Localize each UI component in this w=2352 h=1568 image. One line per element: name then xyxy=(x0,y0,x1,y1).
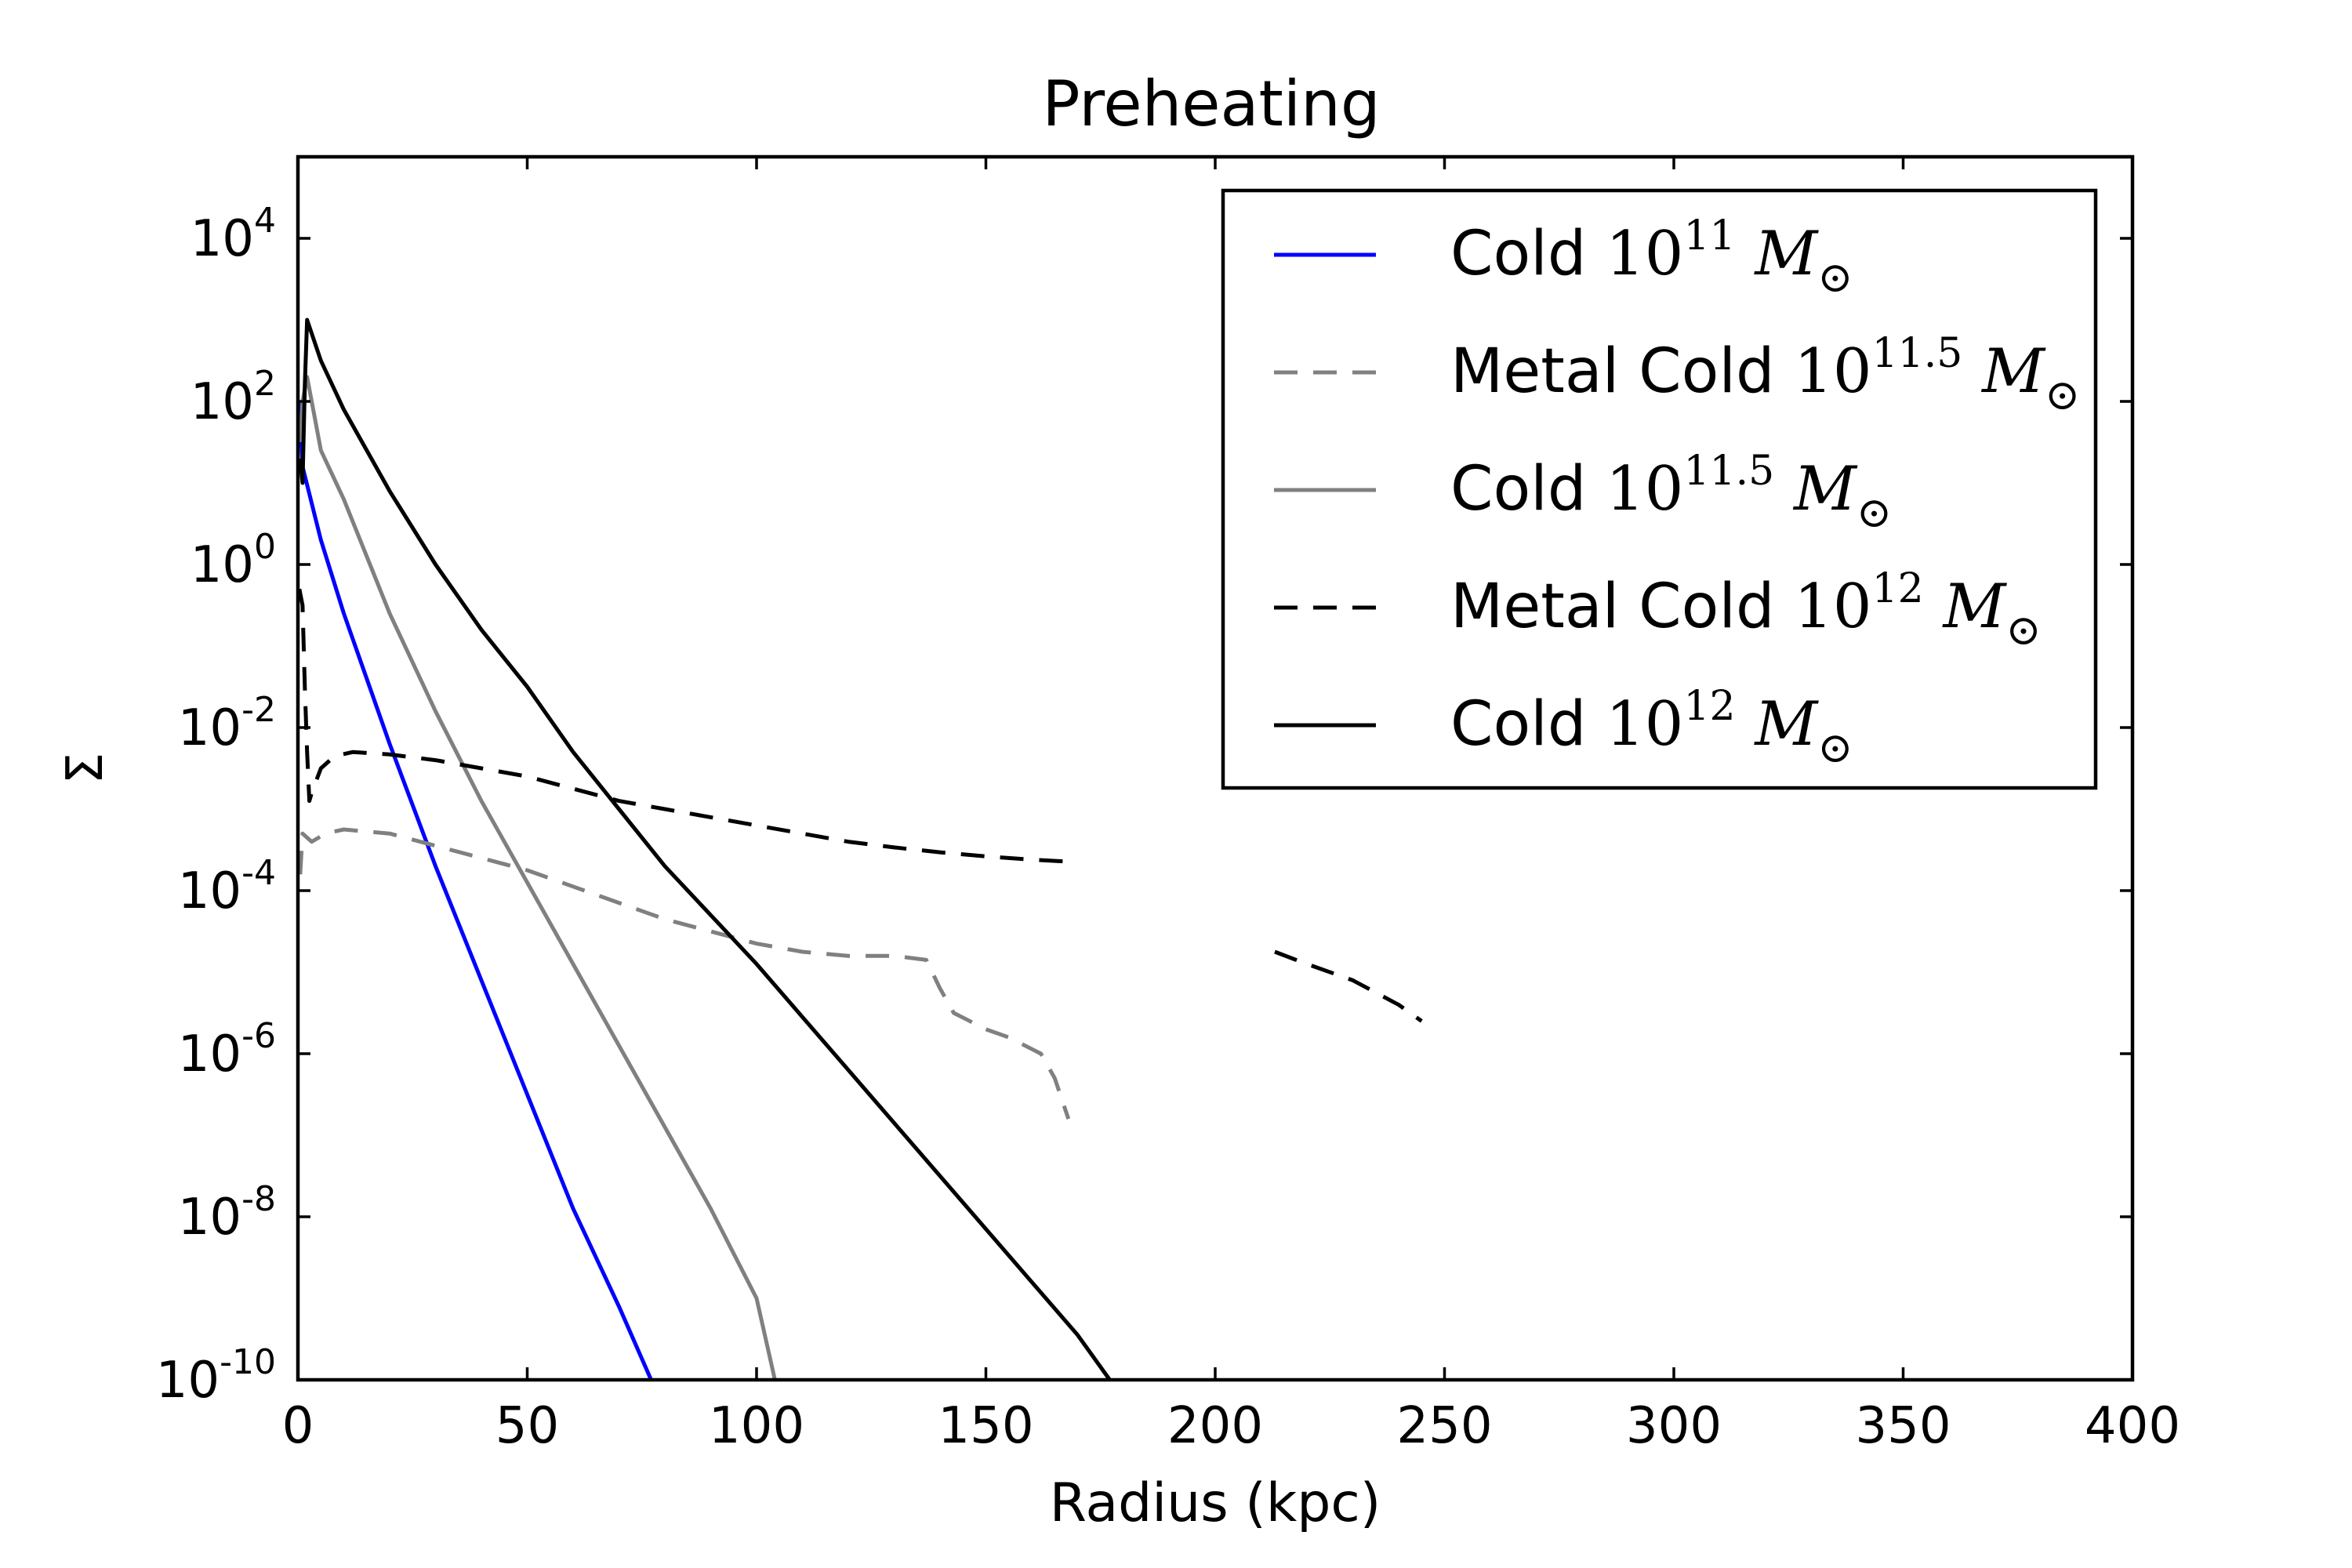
legend-label: Metal Cold 1011.5 M⊙ xyxy=(1450,330,2080,419)
plot-frame xyxy=(296,154,2135,1382)
y-tick-label: 104 xyxy=(191,201,276,268)
plot-area xyxy=(298,318,1423,1380)
x-tick-label: 300 xyxy=(1626,1397,1722,1455)
x-tick-label: 400 xyxy=(2085,1397,2180,1455)
x-tick-label: 150 xyxy=(938,1397,1033,1455)
x-tick-label: 100 xyxy=(709,1397,804,1455)
x-tick-label: 250 xyxy=(1396,1397,1492,1455)
x-tick-label: 0 xyxy=(282,1397,314,1455)
legend-entries: Cold 1011 M⊙ Metal Cold 1011.5 M⊙ Cold 101… xyxy=(1274,212,2080,772)
series-line-2 xyxy=(298,375,777,1380)
y-tick-label: 10-10 xyxy=(156,1342,276,1410)
legend-label: Cold 1011 M⊙ xyxy=(1450,212,1853,302)
legend: Cold 1011 M⊙ Metal Cold 1011.5 M⊙ Cold 101… xyxy=(1221,188,2098,790)
x-tick-labels: 0 50 100 150 200 250 300 350 400 xyxy=(282,1397,2180,1455)
x-tick-label: 200 xyxy=(1167,1397,1263,1455)
legend-entry: Metal Cold 1011.5 M⊙ xyxy=(1274,330,2080,419)
y-tick-label: 102 xyxy=(191,364,276,431)
series-line-4 xyxy=(298,318,1112,1380)
series-layer xyxy=(298,318,1423,1380)
legend-label: Cold 1012 M⊙ xyxy=(1450,683,1853,772)
y-tick-labels: 104 102 100 10-2 10-4 10-6 10-8 10-10 xyxy=(156,201,276,1410)
y-axis-label: Σ xyxy=(56,753,114,784)
legend-entry: Cold 1011.5 M⊙ xyxy=(1274,448,1892,537)
y-tick-label: 10-8 xyxy=(178,1179,276,1247)
chart-title: Preheating xyxy=(1042,67,1380,140)
series-line-1 xyxy=(298,827,1071,1120)
y-tick-label: 10-4 xyxy=(178,853,276,920)
x-tick-label: 50 xyxy=(495,1397,559,1455)
y-tick-label: 100 xyxy=(191,527,276,594)
series-line-3-seg-0 xyxy=(298,588,1078,865)
series-line-0 xyxy=(298,401,653,1380)
series-line-3-seg-1 xyxy=(1274,949,1423,1023)
y-tick-label: 10-6 xyxy=(178,1016,276,1083)
legend-entry: Cold 1011 M⊙ xyxy=(1274,212,1853,302)
legend-entry: Cold 1012 M⊙ xyxy=(1274,683,1853,772)
legend-entry: Metal Cold 1012 M⊙ xyxy=(1274,565,2042,655)
y-tick-label: 10-2 xyxy=(178,690,276,757)
x-tick-label: 350 xyxy=(1855,1397,1951,1455)
x-axis-label: Radius (kpc) xyxy=(1050,1472,1381,1534)
legend-label: Metal Cold 1012 M⊙ xyxy=(1450,565,2042,655)
legend-label: Cold 1011.5 M⊙ xyxy=(1450,448,1892,537)
